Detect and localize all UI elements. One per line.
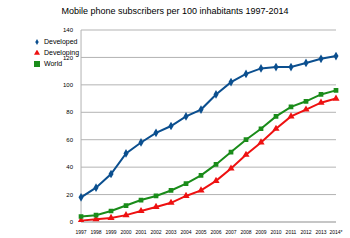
- svg-text:100: 100: [63, 82, 74, 88]
- svg-text:140: 140: [63, 27, 74, 33]
- html-text:Developed: Developed: [44, 38, 78, 45]
- html-text:Developing: Developing: [44, 49, 79, 56]
- svg-text:60: 60: [66, 137, 73, 143]
- svg-text:2010: 2010: [270, 229, 281, 235]
- svg-text:1997: 1997: [75, 229, 86, 235]
- svg-text:2008: 2008: [240, 229, 251, 235]
- svg-text:2004: 2004: [180, 229, 191, 235]
- svg-text:2013: 2013: [315, 229, 326, 235]
- svg-text:2009: 2009: [255, 229, 266, 235]
- svg-text:1998: 1998: [90, 229, 101, 235]
- svg-text:1999: 1999: [105, 229, 116, 235]
- svg-text:2002: 2002: [150, 229, 161, 235]
- svg-text:0: 0: [70, 219, 74, 225]
- svg-text:2003: 2003: [165, 229, 176, 235]
- svg-text:80: 80: [66, 109, 73, 115]
- html-text:World: World: [44, 60, 63, 67]
- svg-text:2006: 2006: [210, 229, 221, 235]
- svg-text:2005: 2005: [195, 229, 206, 235]
- svg-text:2011: 2011: [286, 229, 297, 235]
- svg-text:2014*: 2014*: [329, 229, 342, 235]
- svg-text:2012: 2012: [300, 229, 311, 235]
- svg-text:2001: 2001: [135, 229, 146, 235]
- html-text:Mobile phone subscribers per 1: Mobile phone subscribers per 100 inhabit…: [61, 6, 289, 16]
- svg-text:2000: 2000: [120, 229, 131, 235]
- svg-text:2007: 2007: [225, 229, 236, 235]
- svg-text:20: 20: [66, 192, 73, 198]
- svg-text:120: 120: [63, 55, 74, 61]
- svg-text:40: 40: [66, 164, 73, 170]
